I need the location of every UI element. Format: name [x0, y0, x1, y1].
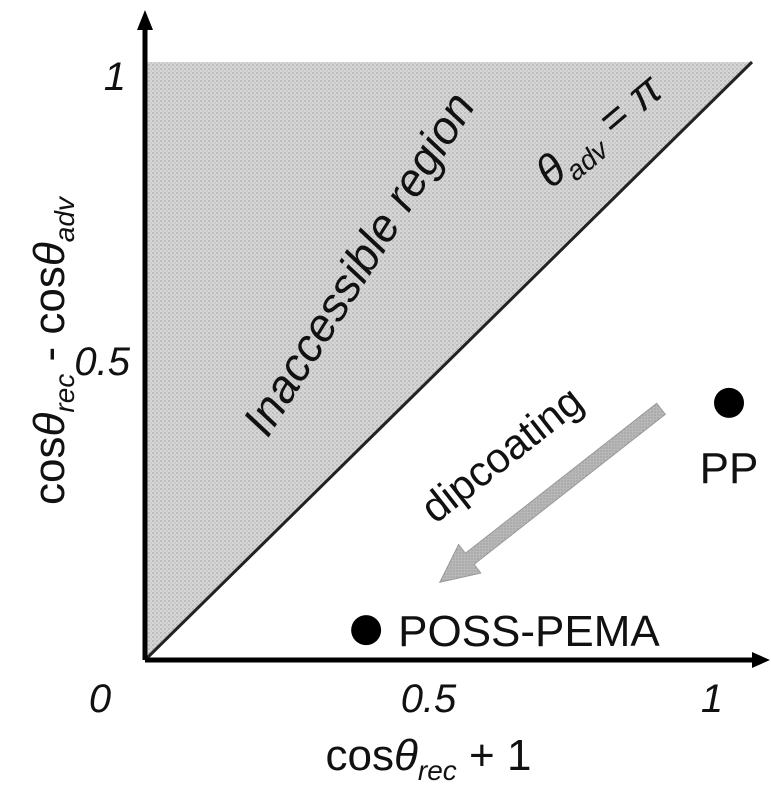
x-label-tail: + 1: [457, 731, 532, 780]
y-axis-arrowhead: [137, 10, 153, 30]
x-tick-label-0.5: 0.5: [401, 677, 457, 721]
x-axis-label: cosθrec + 1: [326, 731, 532, 786]
point-label-poss-pema: POSS-PEMA: [398, 607, 660, 656]
y-tick-label-0.5: 0.5: [74, 340, 130, 384]
point-pp: [714, 387, 745, 418]
data-points: PP POSS-PEMA: [351, 387, 759, 656]
y-label-cos: cos: [25, 436, 74, 504]
y-label-theta: θ: [25, 412, 74, 436]
dipcoating-label: dipcoating: [412, 377, 592, 532]
point-label-pp: PP: [700, 444, 759, 493]
y-tick-label-1: 1: [104, 55, 126, 99]
y-label-theta2: θ: [25, 242, 74, 266]
dipcoating-arrow: [438, 402, 667, 584]
x-axis-arrowhead: [752, 652, 770, 668]
x-tick-label-1: 1: [701, 677, 723, 721]
point-poss-pema: [351, 615, 382, 646]
x-label-theta: θ: [394, 731, 418, 780]
x-label-cos: cos: [326, 731, 394, 780]
y-axis-label: cosθrec - cosθadv: [25, 195, 80, 505]
y-label-sub1: rec: [49, 374, 80, 413]
y-label-mid: - cos: [25, 266, 74, 374]
y-label-sub2: adv: [49, 195, 80, 242]
origin-label: 0: [89, 677, 111, 721]
x-label-sub: rec: [418, 755, 457, 786]
boundary-line: [143, 60, 754, 662]
